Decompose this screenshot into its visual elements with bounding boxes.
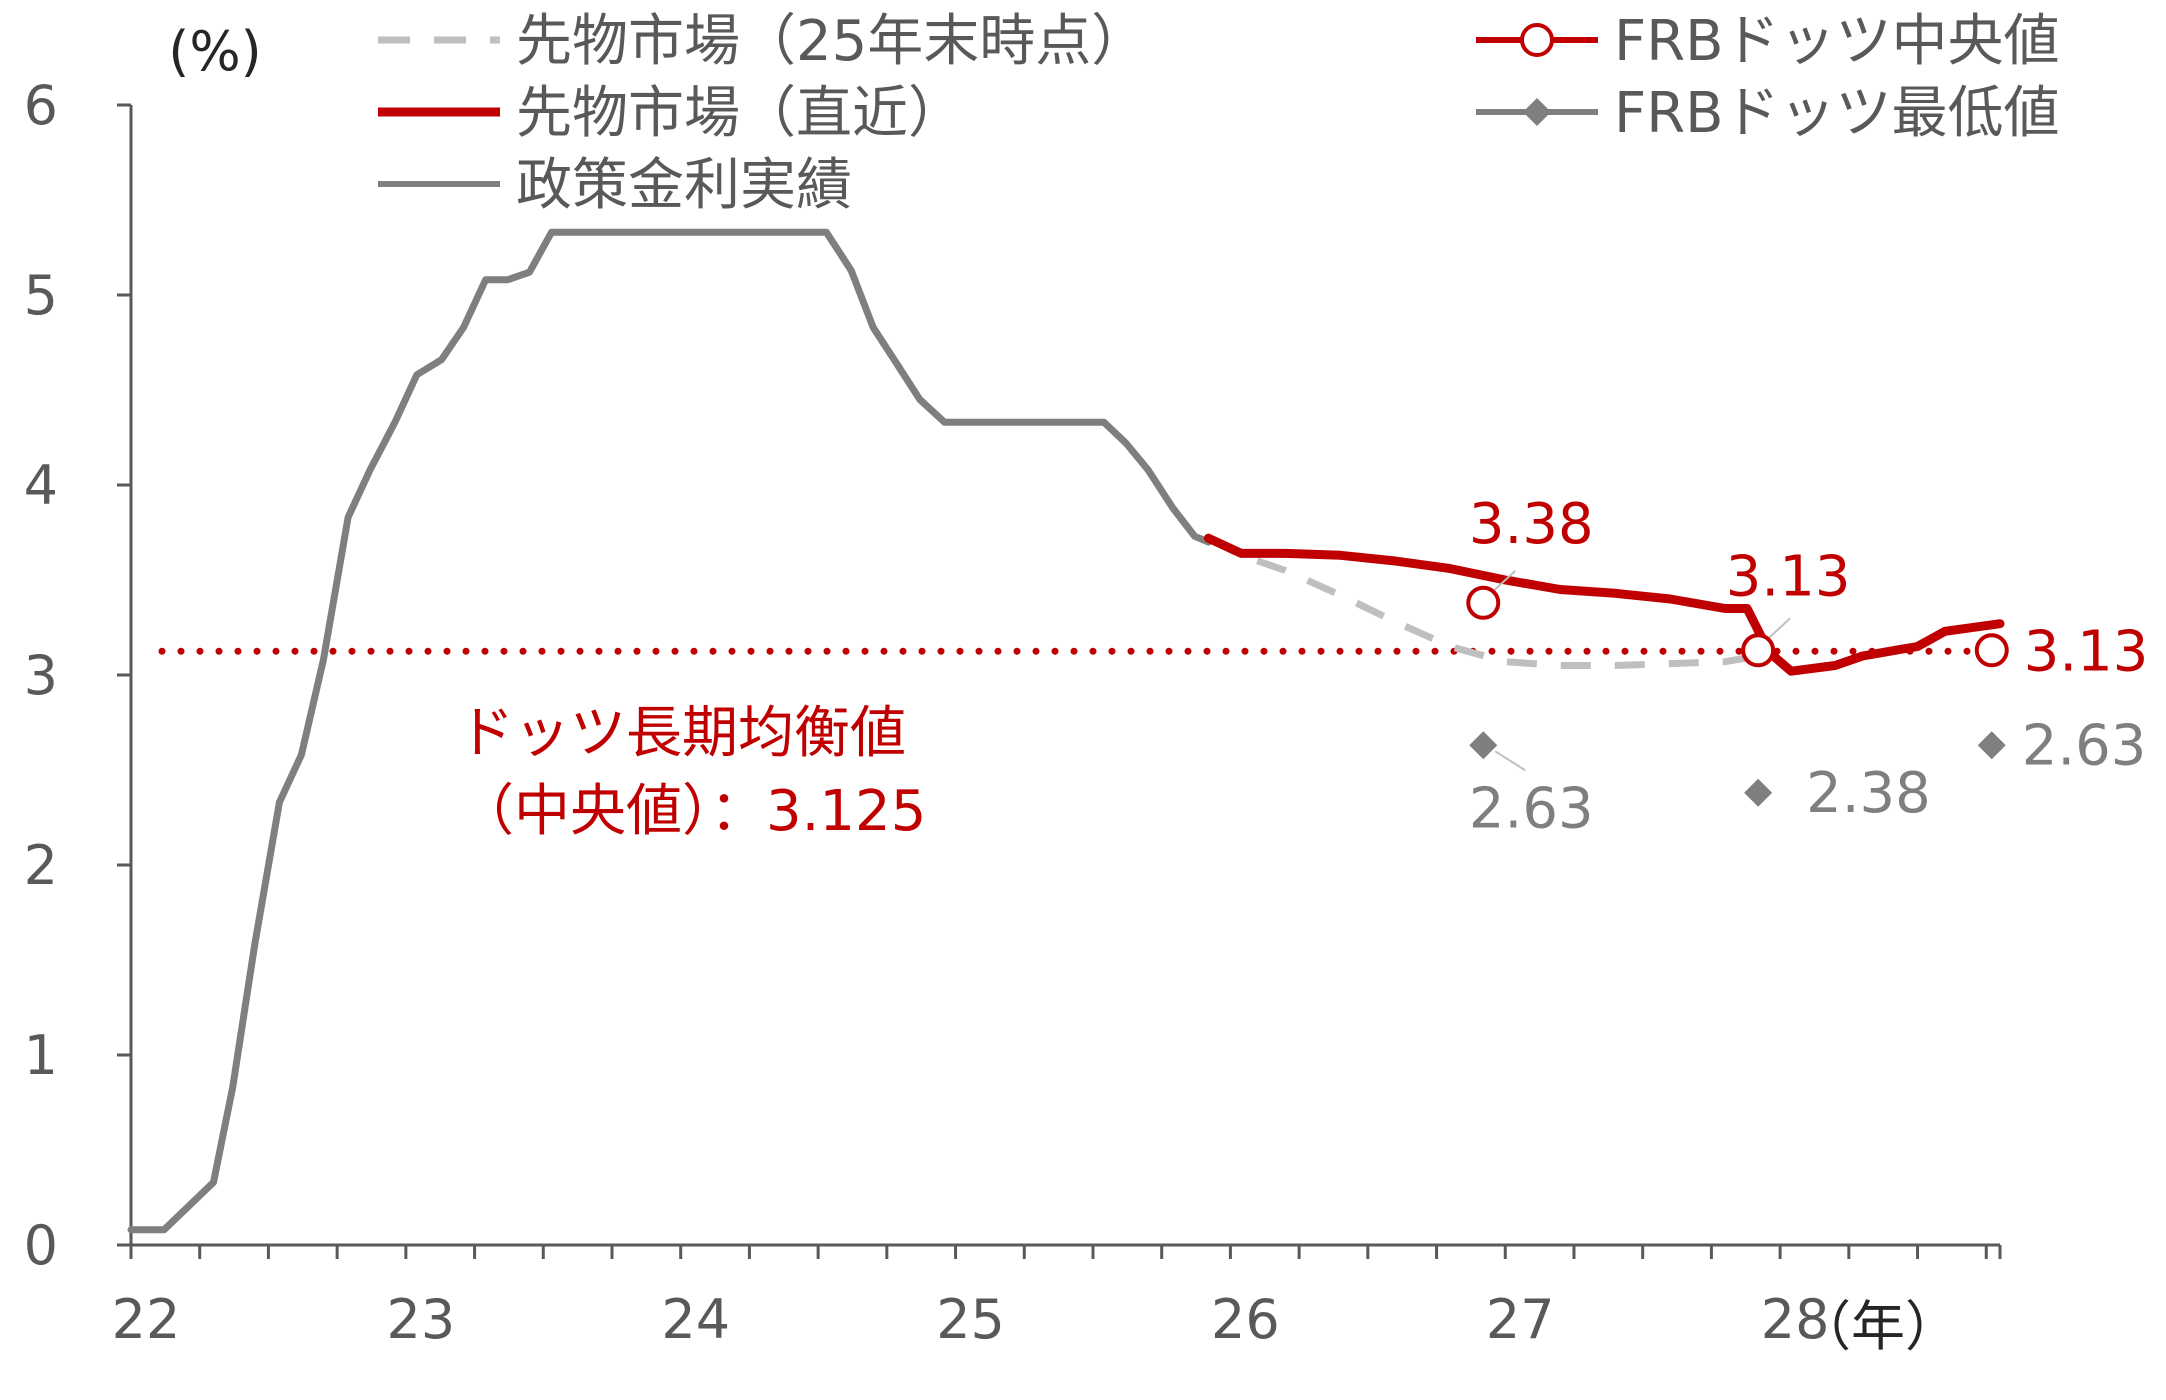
y-unit-label: (%)	[168, 20, 261, 83]
median-dot-circle	[1974, 633, 2009, 668]
x-tick-label: 22	[112, 1288, 181, 1351]
x-tick-label: 27	[1486, 1288, 1555, 1351]
median-dot-circle	[1466, 585, 1501, 620]
futures-end25-line	[1206, 535, 1759, 669]
long-run-label-line1: ドッツ長期均衡値	[458, 701, 906, 766]
legend-label: FRBドッツ最低値	[1614, 81, 2060, 146]
y-tick-label: 5	[24, 264, 58, 327]
legend: 先物市場（25年末時点） 先物市場（直近） 政策金利実績 FRBドッツ中央値 FRBドッ…	[378, 9, 2060, 218]
series-lines	[127, 228, 2005, 1234]
low-leader-line	[1494, 750, 1526, 772]
dot-markers: 3.38 3.13 3.13 2.63 2.38 2.63	[1466, 492, 2149, 841]
y-tick-label: 1	[24, 1024, 58, 1087]
x-tick-label: 26	[1211, 1288, 1280, 1351]
y-tick-label: 2	[24, 834, 58, 897]
y-tick-label: 0	[24, 1214, 58, 1277]
legend-label: FRBドッツ中央値	[1614, 9, 2060, 74]
x-tick-label: 24	[661, 1288, 730, 1351]
legend-label: 先物市場（25年末時点）	[516, 9, 1147, 74]
low-dot-label: 2.63	[2022, 713, 2147, 778]
median-dot-label: 3.38	[1469, 492, 1594, 557]
x-tick-label: 23	[386, 1288, 455, 1351]
legend-label: 政策金利実績	[516, 153, 852, 218]
legend-label: 先物市場（直近）	[516, 81, 964, 146]
x-tick-label: 28	[1761, 1288, 1830, 1351]
long-run-label-line2: （中央値）：3.125	[458, 779, 926, 844]
median-dot-circle	[1741, 633, 1776, 668]
y-tick-label: 6	[24, 74, 58, 137]
low-dot-diamond	[1977, 731, 2006, 760]
y-tick-label: 4	[24, 454, 58, 517]
median-dot-label: 3.13	[1726, 544, 1851, 609]
low-dot-diamond	[1744, 778, 1773, 807]
legend-swatch-circle	[1520, 23, 1554, 57]
median-dot-label: 3.13	[2024, 619, 2149, 684]
policy-rate-line	[127, 228, 1212, 1234]
x-tick-label: 25	[936, 1288, 1005, 1351]
low-dot-diamond	[1469, 731, 1498, 760]
legend-swatch-diamond	[1523, 98, 1551, 126]
long-run-reference: ドッツ長期均衡値 （中央値）：3.125	[158, 647, 2004, 844]
low-dot-label: 2.63	[1469, 776, 1594, 841]
futures-latest-line	[1203, 533, 2005, 676]
y-tick-label: 3	[24, 644, 58, 707]
x-unit-label: （年）	[1797, 1295, 1959, 1358]
low-dot-label: 2.38	[1806, 761, 1931, 826]
